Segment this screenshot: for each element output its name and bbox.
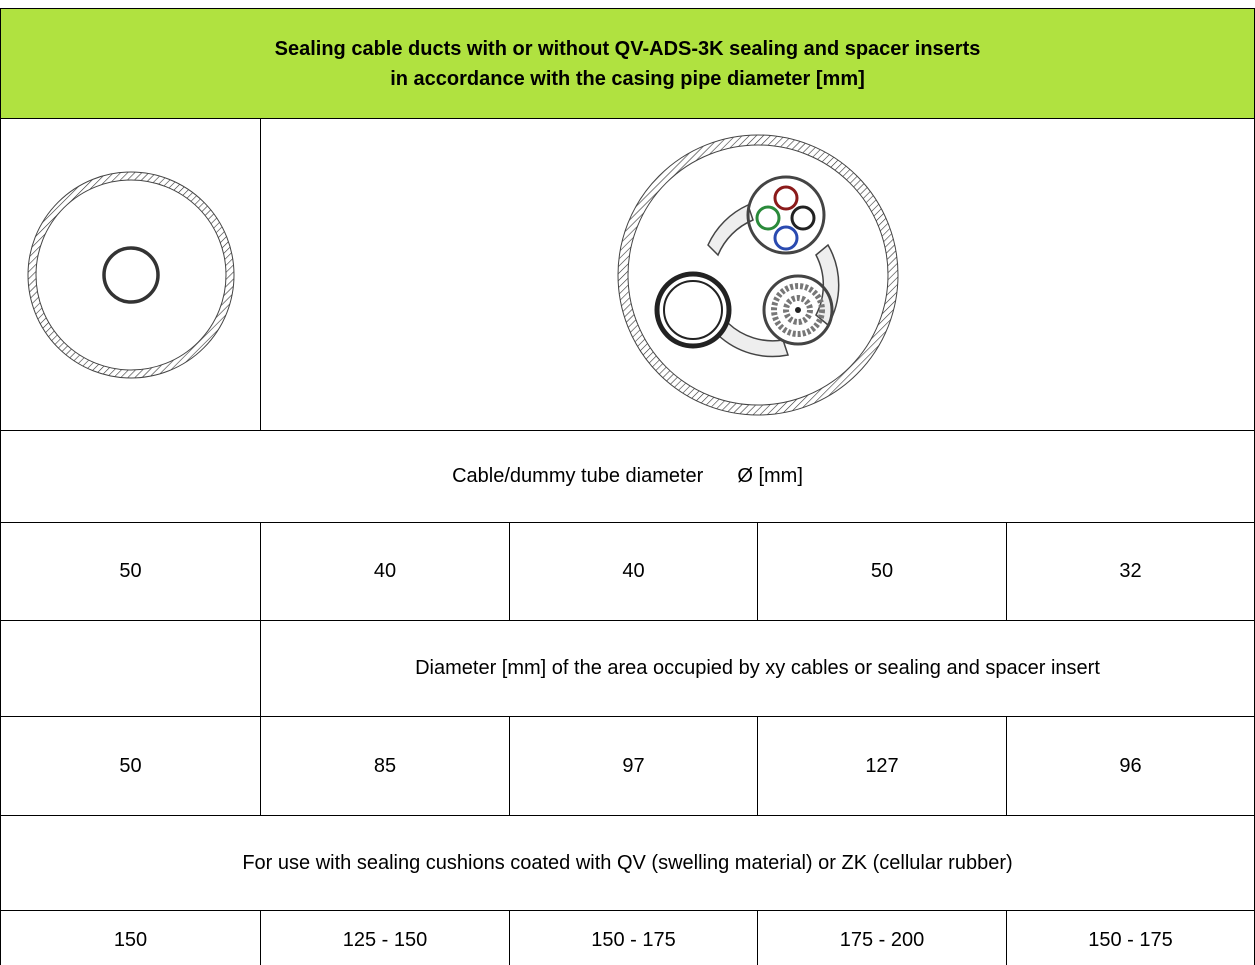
- header: Sealing cable ducts with or without QV-A…: [0, 8, 1255, 118]
- empty-duct-drawing: [11, 155, 251, 395]
- value-cell: 96: [1006, 716, 1255, 815]
- value-cell: 50: [757, 522, 1006, 620]
- page: Sealing cable ducts with or without QV-A…: [0, 0, 1255, 965]
- value-cell: 50: [0, 522, 260, 620]
- drawing-cell: [0, 118, 260, 430]
- value-cell: 150 - 175: [509, 910, 757, 965]
- heading-cell: Diameter [mm] of the area occupied by xy…: [260, 620, 1255, 716]
- value-cell: 97: [509, 716, 757, 815]
- value-cell: 127: [757, 716, 1006, 815]
- value-cell: 32: [1006, 522, 1255, 620]
- heading-unit: Ø [mm]: [737, 465, 803, 488]
- heading-text: Cable/dummy tube diameter: [452, 465, 703, 488]
- heading-cell: For use with sealing cushions coated wit…: [0, 815, 1255, 910]
- value-cell: 175 - 200: [757, 910, 1006, 965]
- empty-cell: [0, 620, 260, 716]
- title-line: Sealing cable ducts with or without QV-A…: [275, 34, 981, 64]
- value-cell: 40: [260, 522, 509, 620]
- value-cell: 125 - 150: [260, 910, 509, 965]
- value-cell: 50: [0, 716, 260, 815]
- filled-duct-drawing: [608, 125, 908, 425]
- value-cell: 150: [0, 910, 260, 965]
- title-line: in accordance with the casing pipe diame…: [390, 64, 865, 94]
- drawing-cell: [260, 118, 1255, 430]
- value-cell: 150 - 175: [1006, 910, 1255, 965]
- value-cell: 40: [509, 522, 757, 620]
- heading-cell: Cable/dummy tube diameter Ø [mm]: [0, 430, 1255, 522]
- value-cell: 85: [260, 716, 509, 815]
